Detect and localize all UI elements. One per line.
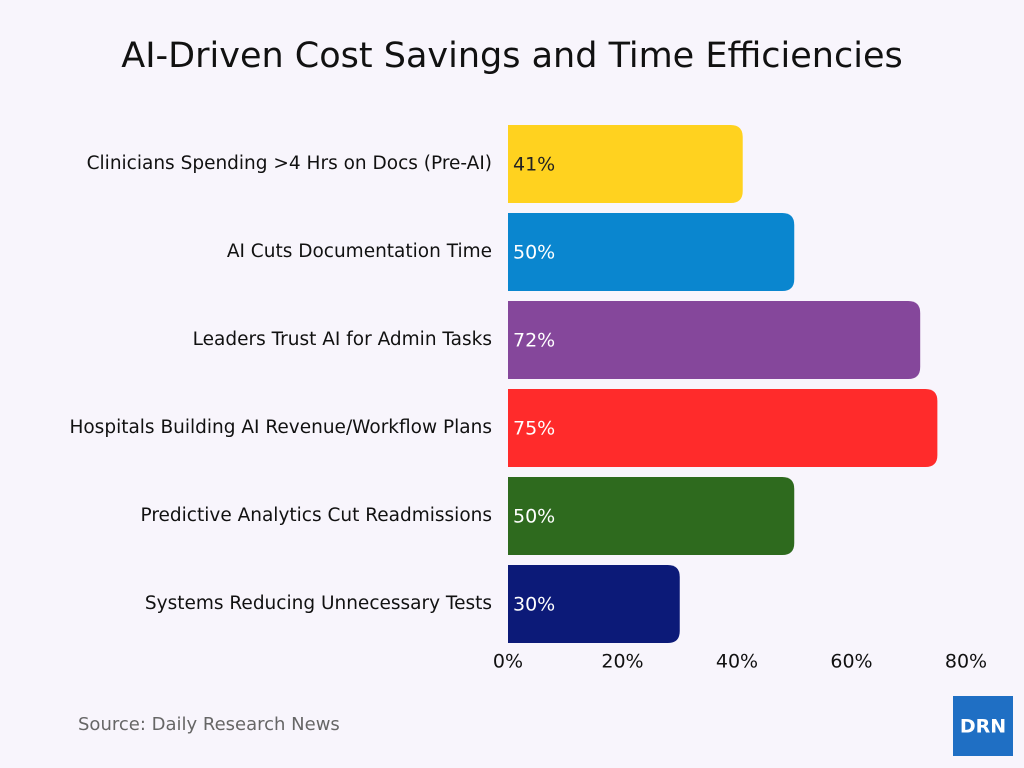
bar (508, 477, 795, 555)
category-label: Leaders Trust AI for Admin Tasks (193, 329, 492, 350)
chart-title: AI-Driven Cost Savings and Time Efficien… (121, 36, 902, 76)
logo: DRN (960, 716, 1006, 738)
bar (508, 565, 680, 643)
value-label: 72% (513, 330, 555, 352)
bar (508, 389, 938, 467)
bar (508, 301, 921, 379)
category-label: Systems Reducing Unnecessary Tests (145, 593, 492, 614)
category-label: Hospitals Building AI Revenue/Workflow P… (69, 417, 492, 438)
x-tick-label: 80% (945, 651, 987, 673)
category-label: AI Cuts Documentation Time (227, 241, 492, 262)
x-tick-label: 20% (601, 651, 643, 673)
value-label: 41% (513, 154, 555, 176)
value-label: 30% (513, 594, 555, 616)
category-label: Predictive Analytics Cut Readmissions (141, 505, 492, 526)
bar (508, 125, 743, 203)
bar (508, 213, 795, 291)
x-tick-label: 0% (493, 651, 523, 673)
value-label: 75% (513, 418, 555, 440)
category-label: Clinicians Spending >4 Hrs on Docs (Pre-… (87, 153, 492, 174)
x-tick-label: 40% (716, 651, 758, 673)
value-label: 50% (513, 242, 555, 264)
source: Source: Daily Research News (78, 714, 340, 735)
value-label: 50% (513, 506, 555, 528)
logo-box (953, 696, 1013, 756)
x-tick-label: 60% (830, 651, 872, 673)
